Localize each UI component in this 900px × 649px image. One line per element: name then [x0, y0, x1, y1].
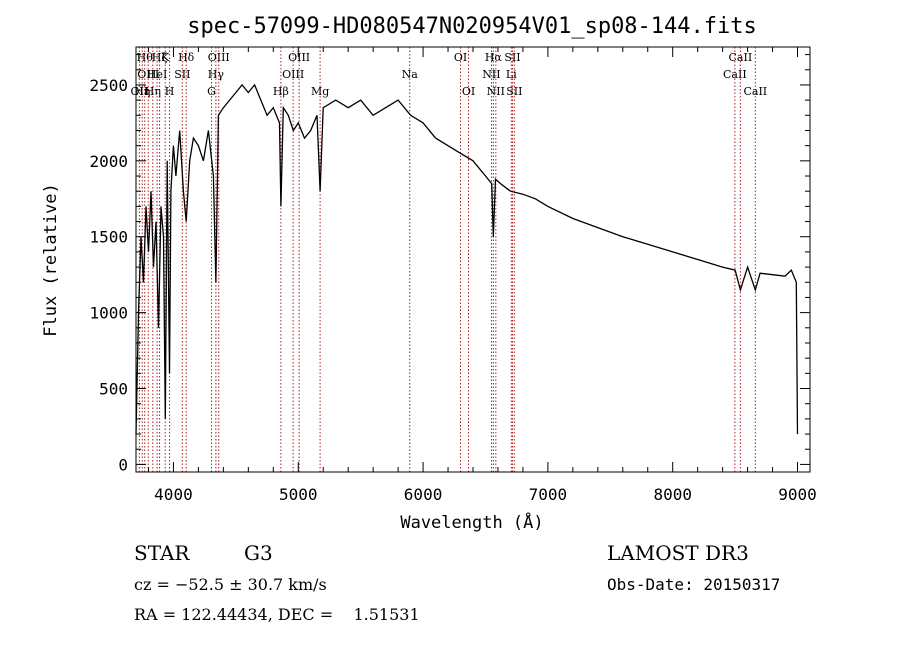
line-label: OI: [454, 51, 467, 64]
line-label: OIII: [282, 68, 304, 81]
line-label: Hζ: [152, 51, 168, 64]
line-label: K: [161, 51, 170, 64]
line-label: SII: [174, 68, 190, 81]
spectral-line-markers: [138, 47, 756, 472]
chart-title: spec-57099-HD080547N020954V01_sp08-144.f…: [187, 14, 757, 39]
y-axis-ticks: 0 500 1000 1500 2000 2500: [89, 54, 810, 474]
line-label: SII: [504, 51, 520, 64]
x-axis-label: Wavelength (Å): [400, 511, 543, 533]
x-tick-label: 8000: [653, 485, 692, 504]
x-tick-label: 6000: [404, 485, 443, 504]
object-subclass: G3: [244, 541, 273, 565]
y-tick-label: 1000: [89, 304, 128, 323]
x-tick-label: 4000: [154, 485, 193, 504]
x-tick-label: 7000: [529, 485, 568, 504]
y-tick-label: 2000: [89, 152, 128, 171]
line-label: Hγ: [208, 68, 225, 81]
line-label: Hδ: [178, 51, 195, 64]
x-tick-label: 5000: [279, 485, 318, 504]
line-label: OII: [131, 85, 149, 98]
ra-dec-coordinates: RA = 122.44434, DEC = 1.51531: [134, 605, 420, 624]
line-label: Hη: [134, 85, 150, 98]
line-label: H: [165, 85, 175, 98]
y-axis-label: Flux (relative): [41, 183, 61, 337]
line-label: OIII: [208, 51, 230, 64]
line-label: Mg: [311, 85, 329, 98]
line-label: Hα: [485, 51, 503, 64]
observation-date: Obs-Date: 20150317: [607, 575, 780, 594]
line-label: OIII: [137, 68, 159, 81]
y-tick-label: 0: [118, 455, 128, 474]
line-label: NII: [482, 68, 500, 81]
x-axis-ticks: 4000 5000 6000 7000 8000 9000: [147, 47, 817, 504]
line-label: Hθ: [137, 51, 154, 64]
y-tick-label: 500: [99, 380, 128, 399]
survey-name: LAMOST DR3: [607, 541, 749, 565]
line-label: CaII: [729, 51, 753, 64]
line-label: Hβ: [273, 85, 289, 98]
line-label: NII: [487, 85, 505, 98]
line-label: Hη: [145, 85, 161, 98]
line-label: CaII: [723, 68, 747, 81]
line-label: G: [207, 85, 216, 98]
object-class: STAR: [134, 541, 190, 565]
line-label: SII: [506, 85, 522, 98]
line-label: CaII: [743, 85, 767, 98]
line-label: OIII: [288, 51, 310, 64]
line-label: Li: [506, 68, 517, 81]
y-tick-label: 1500: [89, 228, 128, 247]
line-label: OI: [462, 85, 475, 98]
y-tick-label: 2500: [89, 76, 128, 95]
plot-frame: [135, 46, 811, 473]
redshift-cz: cz = −52.5 ± 30.7 km/s: [134, 575, 327, 594]
line-label: Na: [402, 68, 419, 81]
spectrum-line: [135, 83, 799, 435]
x-tick-label: 9000: [778, 485, 817, 504]
line-label: HeI: [147, 68, 167, 81]
